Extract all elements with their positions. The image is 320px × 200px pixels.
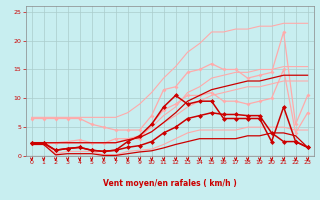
- X-axis label: Vent moyen/en rafales ( km/h ): Vent moyen/en rafales ( km/h ): [103, 179, 236, 188]
